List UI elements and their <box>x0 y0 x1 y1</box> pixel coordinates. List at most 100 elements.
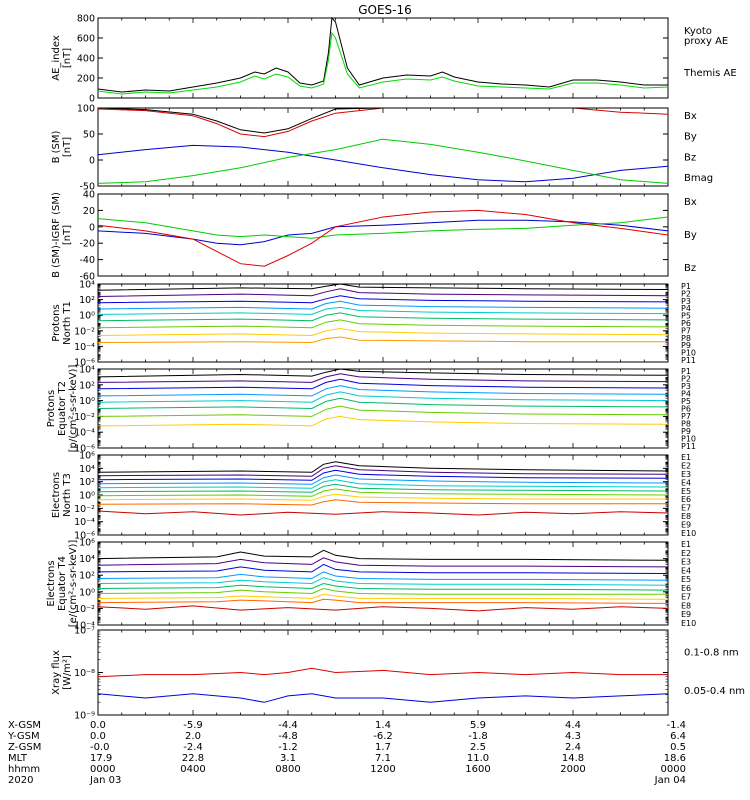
legend-entry: Kyoto <box>684 26 712 37</box>
series-line-p6 <box>97 397 669 410</box>
panel-5: 10⁻⁶ 10⁻⁴ 10⁻² 10⁰ 10² 10⁴ 10⁶ Electrons North T… <box>51 451 696 542</box>
legend-entry: E5 <box>681 487 691 496</box>
series-line-p2 <box>97 373 669 383</box>
y-tick-label: 10⁻⁷ <box>74 626 95 637</box>
footer-value: Jan 03 <box>89 775 121 786</box>
legend-entry: E3 <box>681 470 691 479</box>
series-line-e4 <box>97 474 669 485</box>
legend-entry: P7 <box>681 326 691 335</box>
legend-entry: Bz <box>684 263 696 274</box>
y-axis-label: Protons <box>46 390 57 427</box>
footer-value: -1.4 <box>666 720 686 731</box>
legend-entry: By <box>684 132 697 143</box>
y-axis-label: [e/(cm²-s-sr-keV)] <box>68 540 79 628</box>
series-line-p8 <box>97 415 669 427</box>
legend-entry: E6 <box>681 584 691 593</box>
series-line-e10 <box>97 605 669 612</box>
y-tick-label: 600 <box>77 34 95 45</box>
footer-row-label: 2020 <box>8 775 33 786</box>
y-axis-label: Electrons <box>51 472 62 518</box>
footer-value: 2.0 <box>185 731 201 742</box>
footer-value: -4.8 <box>278 731 298 742</box>
legend-entry: E4 <box>681 566 691 575</box>
legend-entry: E10 <box>681 529 696 538</box>
legend-entry: E9 <box>681 610 691 619</box>
series-line-p5 <box>97 391 669 403</box>
series-line-e1 <box>97 549 669 561</box>
legend-entry: P11 <box>681 442 696 451</box>
legend-entry: P2 <box>681 375 691 384</box>
y-tick-label: 10⁴ <box>79 365 95 376</box>
legend-entry: Themis AE <box>683 68 737 79</box>
y-axis-label: Equator T2 <box>57 381 68 436</box>
y-axis-label: B (SM)-IGRF (SM) <box>51 192 62 278</box>
panel-6: 10⁻⁴ 10⁻² 10⁰ 10² 10⁴ 10⁶ Electrons Equator T4[… <box>46 538 696 632</box>
orbit-time-table: X-GSM 0.0 -5.9 -4.4 1.4 5.9 4.4 -1.4 Y-GSM 0.0 2.0… <box>7 720 686 786</box>
y-tick-label: 10⁰ <box>79 587 95 598</box>
y-tick-label: 10⁻⁸ <box>74 668 95 679</box>
y-tick-label: 800 <box>77 14 95 25</box>
series-line-e3 <box>97 563 669 574</box>
panel-3: 10⁻⁶ 10⁻⁴ 10⁻² 10⁰ 10² 10⁴ Protons North T1 P1P2… <box>51 280 696 369</box>
legend-entry: By <box>684 230 697 241</box>
legend-entry: P9 <box>681 427 691 436</box>
y-axis-label: [p/(cm²-s-sr-keV)] <box>68 365 79 453</box>
footer-value: -1.2 <box>278 742 298 753</box>
y-axis-label: [nT] <box>62 48 73 68</box>
y-tick-label: 10⁴ <box>79 280 95 291</box>
series-line-e8 <box>97 493 668 501</box>
legend-entry: E3 <box>681 558 691 567</box>
series-line-e10 <box>97 510 669 516</box>
y-tick-label: 10⁶ <box>79 451 95 462</box>
series-line-p4 <box>97 300 669 310</box>
footer-value: -0.0 <box>90 742 110 753</box>
footer-value: 0.0 <box>90 731 106 742</box>
y-tick-label: 10⁻² <box>74 412 95 423</box>
series-line-p3 <box>97 378 669 390</box>
y-tick-label: -20 <box>79 239 95 250</box>
y-axis-label: Electrons <box>46 560 57 606</box>
series-line-p9 <box>97 336 668 344</box>
y-tick-label: -40 <box>79 255 95 266</box>
footer-value: 1.7 <box>375 742 391 753</box>
y-tick-label: 50 <box>83 130 95 141</box>
series-line-p7 <box>97 405 669 417</box>
y-tick-label: 10⁴ <box>79 554 95 565</box>
legend-entry: P10 <box>681 349 696 358</box>
legend-entry: E10 <box>681 619 696 628</box>
legend-entry: E7 <box>681 593 691 602</box>
panel-frame <box>97 107 669 187</box>
y-tick-label: 20 <box>83 206 95 217</box>
footer-value: 1200 <box>370 764 395 775</box>
series-line-e6 <box>97 483 669 493</box>
footer-value: 14.8 <box>562 753 584 764</box>
footer-row-label: X-GSM <box>8 720 41 731</box>
y-tick-label: 10² <box>79 380 95 391</box>
series-line-e1 <box>97 461 669 473</box>
y-tick-label: 40 <box>83 190 95 201</box>
footer-value: 4.3 <box>565 731 581 742</box>
footer-value: 22.8 <box>182 753 204 764</box>
y-tick-label: 0 <box>89 222 95 233</box>
legend-entry: Bmag <box>684 173 713 184</box>
series-line-by <box>97 138 669 184</box>
series-line-p7 <box>97 319 669 329</box>
y-axis-label: AE_index <box>51 35 62 81</box>
y-tick-label: -60 <box>79 272 95 283</box>
y-axis-label: B (SM) <box>51 130 62 163</box>
y-tick-label: 10⁻⁴ <box>74 428 95 439</box>
series-line-p5 <box>97 306 669 315</box>
series-line-p6 <box>97 312 669 322</box>
y-axis-label: [nT] <box>62 225 73 245</box>
y-tick-label: 0 <box>89 94 95 105</box>
series-line-bmag <box>97 107 668 134</box>
series-line-p4 <box>97 385 669 397</box>
y-tick-label: 10² <box>79 477 95 488</box>
y-tick-label: 10⁻⁴ <box>74 621 95 632</box>
footer-value: 0800 <box>275 764 300 775</box>
footer-value: 0.0 <box>90 720 106 731</box>
series-line-0-05-0-4-nm <box>97 693 669 703</box>
footer-value: 4.4 <box>565 720 581 731</box>
y-tick-label: 10⁶ <box>79 538 95 549</box>
y-tick-label: 10⁻² <box>74 604 95 615</box>
